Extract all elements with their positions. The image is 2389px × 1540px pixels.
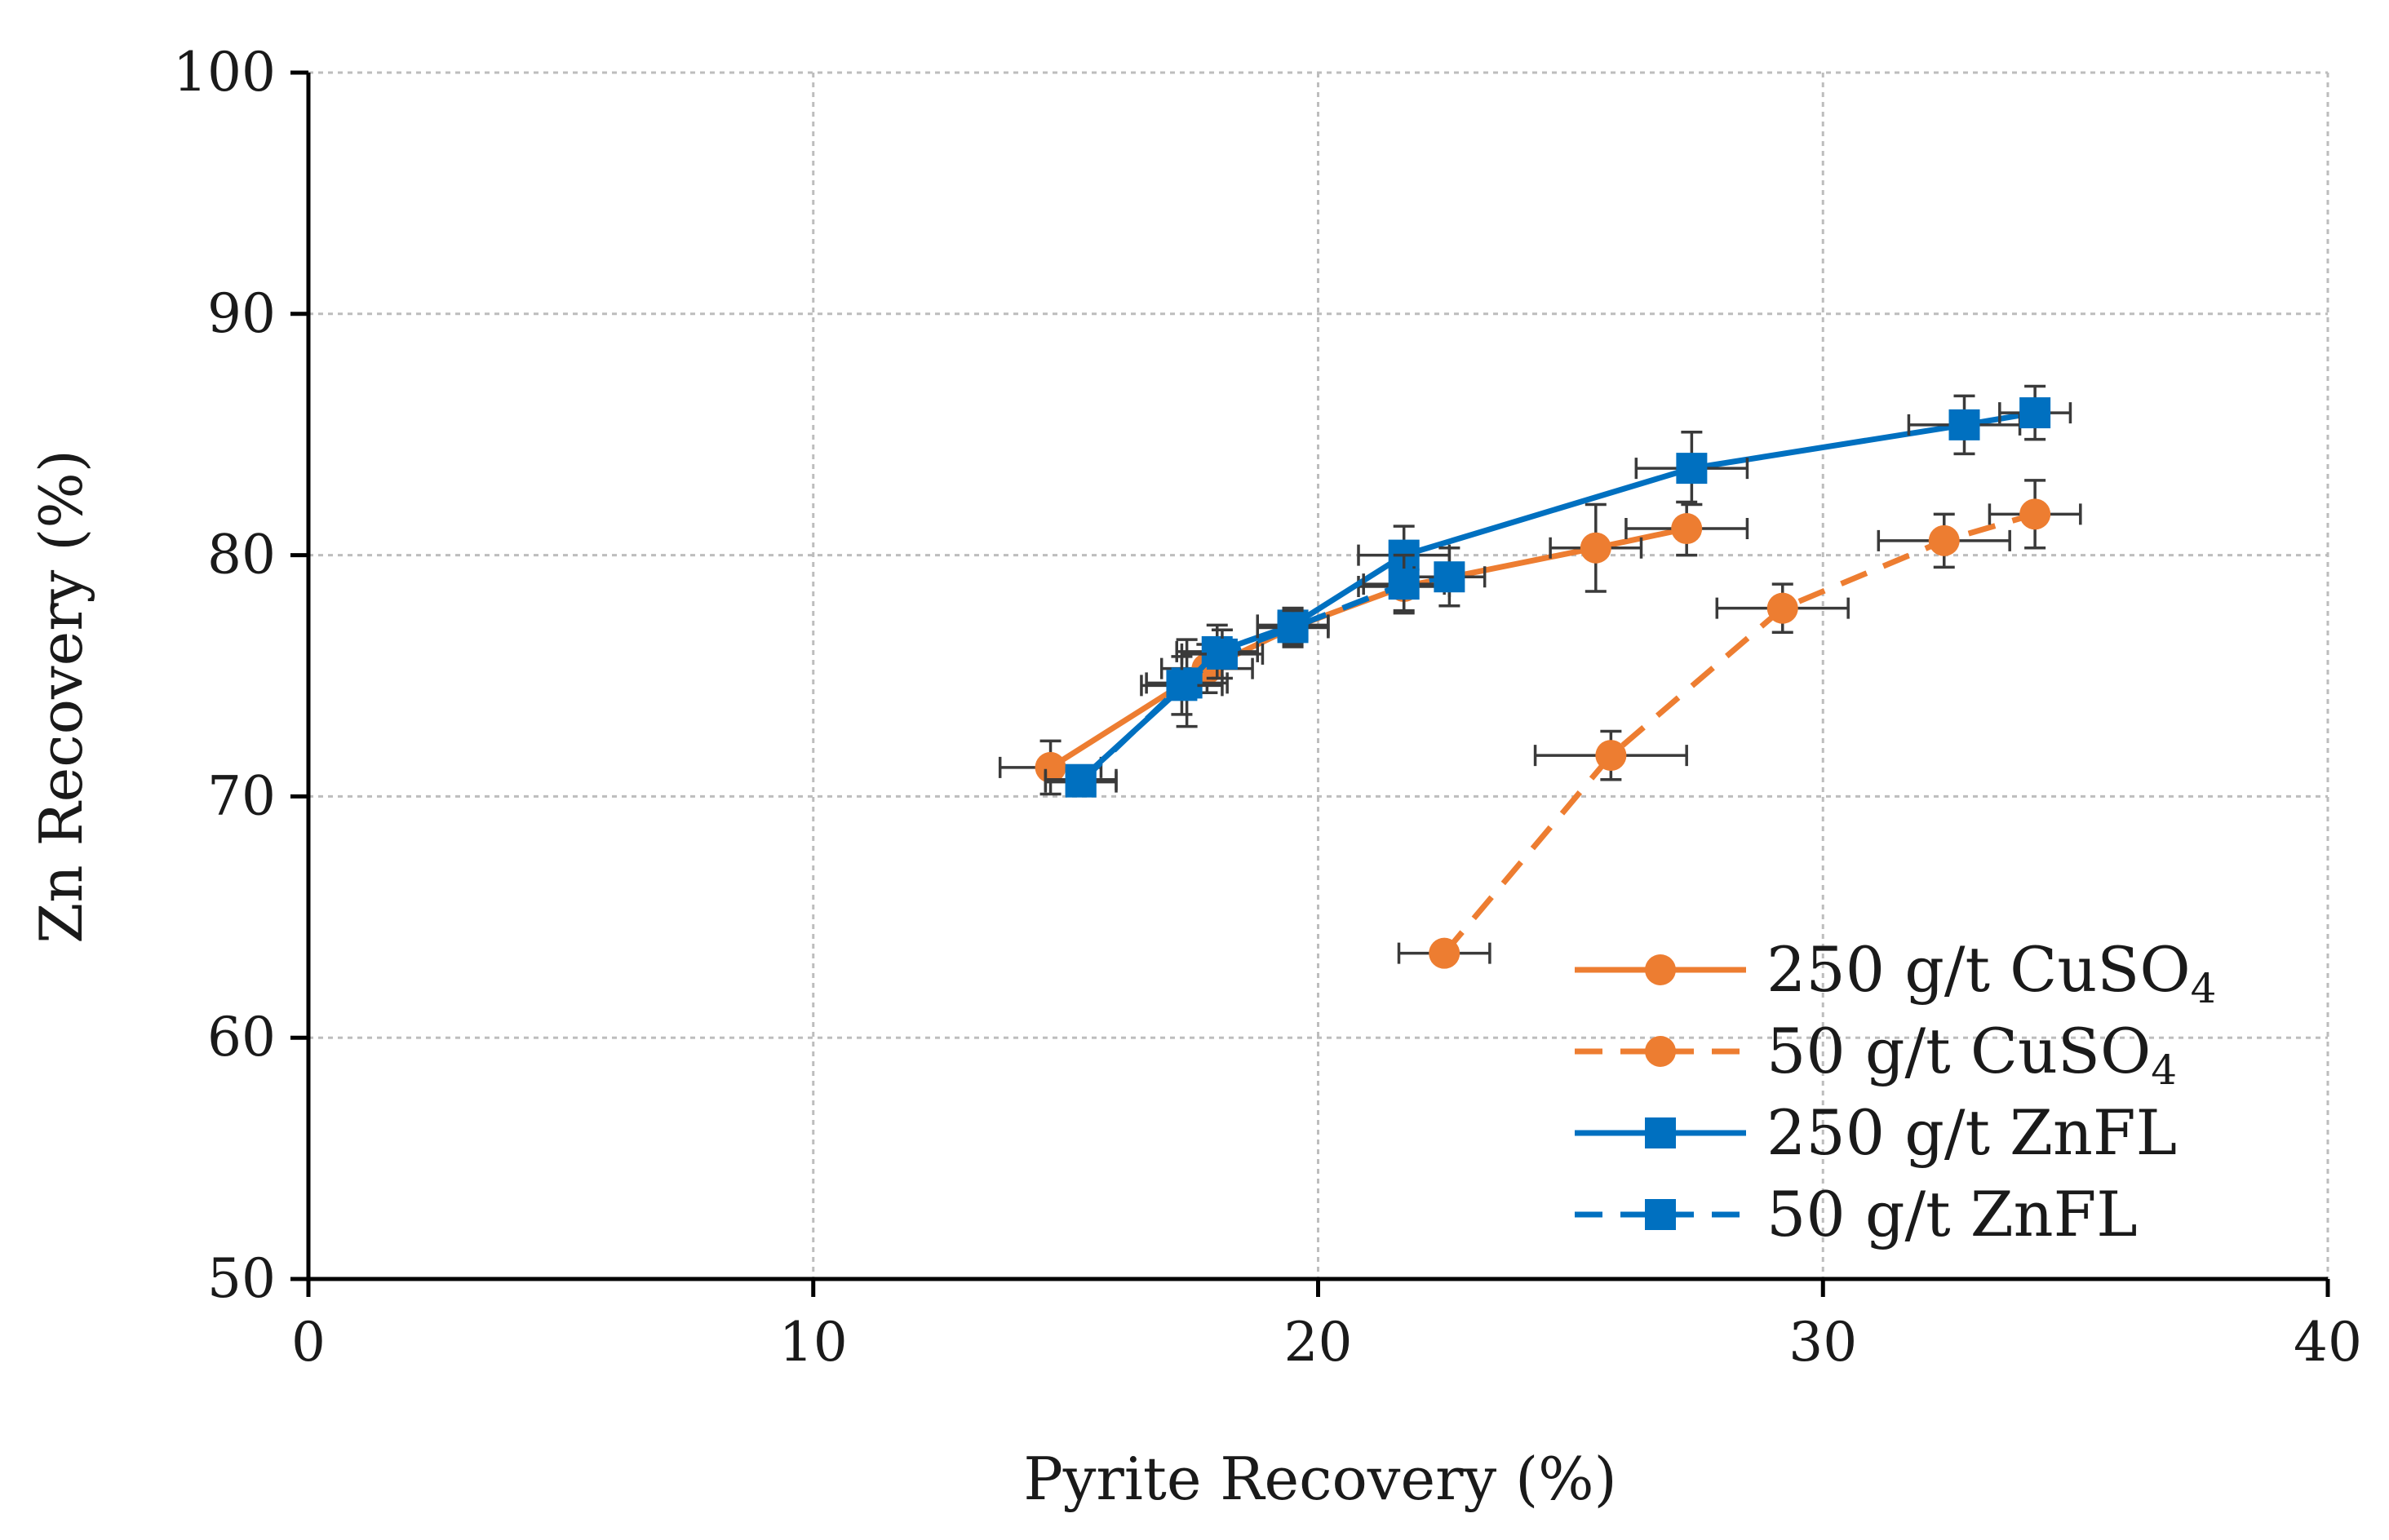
- legend-label: 250 g/t CuSO4: [1766, 933, 2216, 1012]
- x-tick-label: 10: [779, 1311, 848, 1374]
- data-point: [1766, 592, 1798, 624]
- axes: 0 10 20 30 40 50 60 70 80 90 100: [173, 41, 2362, 1374]
- data-point: [1065, 766, 1097, 798]
- series-2: [1044, 384, 2072, 795]
- series-line: [1442, 511, 2037, 955]
- data-point: [1580, 532, 1611, 564]
- legend-label: 250 g/t ZnFL: [1766, 1096, 2177, 1169]
- series-3: [1044, 546, 1487, 798]
- data-point: [1434, 561, 1465, 593]
- legend-label: 50 g/t ZnFL: [1766, 1178, 2138, 1250]
- data-point: [2019, 498, 2051, 530]
- legend-label: 50 g/t CuSO4: [1766, 1015, 2177, 1094]
- data-point: [1928, 524, 1960, 556]
- data-point: [1676, 453, 1708, 485]
- x-tick-label: 40: [2294, 1311, 2362, 1374]
- data-point: [2019, 397, 2051, 429]
- legend-swatch-marker: [1645, 954, 1676, 985]
- x-tick-label: 20: [1284, 1311, 1353, 1374]
- y-axis-title: Zn Recovery (%): [27, 449, 95, 944]
- x-axis-title: Pyrite Recovery (%): [1023, 1445, 1616, 1513]
- data-series: [998, 384, 2082, 969]
- y-tick-label: 90: [207, 282, 276, 345]
- legend-swatch-marker: [1645, 1036, 1676, 1067]
- legend-swatch-marker: [1645, 1117, 1676, 1148]
- series-line: [1079, 573, 1450, 785]
- data-point: [1388, 569, 1420, 600]
- y-tick-label: 50: [207, 1247, 276, 1310]
- data-point: [1595, 740, 1627, 772]
- data-point: [1277, 612, 1309, 644]
- legend-entry-3: 50 g/t ZnFL: [1575, 1178, 2138, 1250]
- data-point: [1429, 937, 1460, 969]
- data-point: [1206, 638, 1238, 670]
- legend-entry-2: 250 g/t ZnFL: [1575, 1096, 2177, 1169]
- data-point: [1671, 513, 1703, 545]
- data-point: [1166, 670, 1198, 701]
- x-tick-label: 0: [291, 1311, 326, 1374]
- series-line: [1048, 525, 1687, 770]
- y-tick-label: 70: [207, 764, 276, 827]
- grid-lines: [308, 71, 2329, 1279]
- y-tick-label: 60: [207, 1006, 276, 1069]
- legend-entry-0: 250 g/t CuSO4: [1575, 933, 2216, 1012]
- data-point: [1035, 751, 1066, 783]
- series-line: [1079, 409, 2036, 782]
- x-tick-label: 30: [1788, 1311, 1857, 1374]
- y-tick-label: 80: [207, 524, 276, 586]
- data-point: [1948, 409, 1980, 440]
- series-1: [1397, 479, 2082, 969]
- legend-swatch-marker: [1645, 1199, 1676, 1230]
- y-tick-label: 100: [173, 41, 276, 104]
- legend-entry-1: 50 g/t CuSO4: [1575, 1015, 2177, 1094]
